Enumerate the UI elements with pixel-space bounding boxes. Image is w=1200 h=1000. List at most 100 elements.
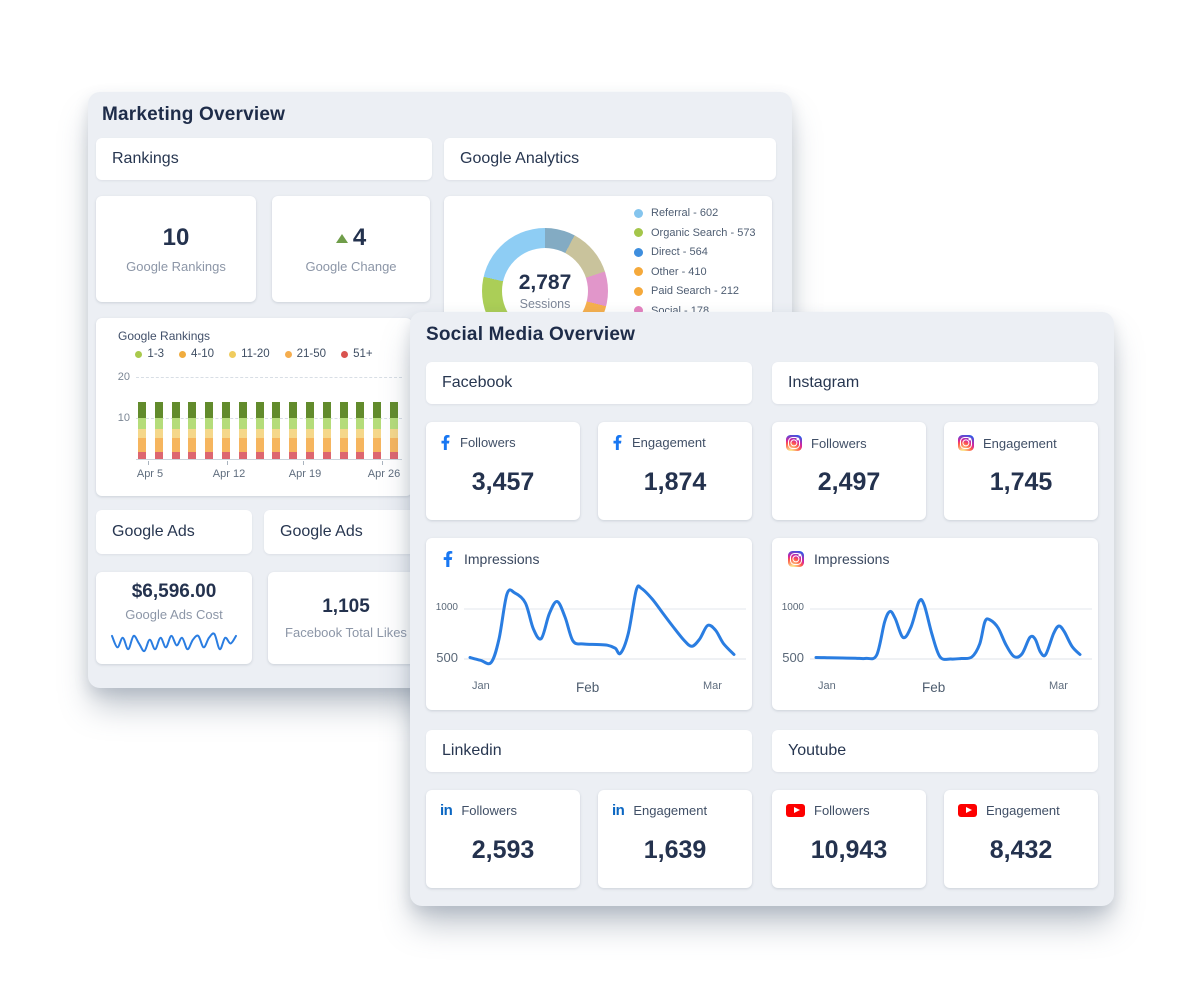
youtube-followers-card[interactable]: Followers 10,943 (772, 790, 926, 888)
bar-segment (373, 437, 382, 452)
bar-segment (188, 428, 197, 438)
bar-segment (322, 437, 331, 452)
bar-segment (389, 428, 398, 438)
google-ads-header-left[interactable]: Google Ads (96, 510, 252, 554)
bar-segment (289, 451, 298, 459)
legend-item: 4-10 (179, 348, 214, 360)
bar-segment (238, 428, 247, 438)
linkedin-engagement-card[interactable]: in Engagement 1,639 (598, 790, 752, 888)
instagram-section-header[interactable]: Instagram (772, 362, 1098, 404)
bar-segment (138, 401, 146, 418)
x-axis-label-feb: Feb (922, 680, 946, 695)
instagram-engagement-card[interactable]: Engagement 1,745 (944, 422, 1098, 520)
instagram-followers-card[interactable]: Followers 2,497 (772, 422, 926, 520)
bar-segment (389, 401, 398, 418)
bar-segment (305, 401, 314, 418)
google-ads-cost-card[interactable]: $6,596.00 Google Ads Cost (96, 572, 252, 664)
y-axis-label-10: 10 (117, 412, 130, 424)
legend-dot (634, 247, 643, 257)
ads-cost-sparkline (111, 631, 237, 652)
legend-dot (179, 350, 187, 358)
rankings-chart-title: Google Rankings (118, 329, 211, 343)
marketing-panel-title: Marketing Overview (102, 104, 286, 125)
legend-dot (634, 286, 643, 296)
facebook-icon (612, 435, 623, 450)
y-axis-label-1000: 1000 (781, 602, 804, 613)
instagram-impressions-card[interactable]: Impressions 1000 500 Jan Feb Mar (772, 538, 1098, 710)
google-analytics-section-header[interactable]: Google Analytics (444, 138, 776, 180)
bar-segment (188, 401, 197, 418)
google-rankings-value: 10 (162, 224, 190, 251)
x-axis-tick (227, 461, 228, 465)
stacked-bar (305, 401, 314, 459)
bar-segment (171, 417, 180, 429)
bar-segment (289, 437, 298, 452)
bar-segment (221, 428, 230, 438)
linkedin-followers-value: 2,593 (471, 836, 535, 864)
youtube-followers-label: Followers (814, 803, 870, 818)
google-ads-header-right[interactable]: Google Ads (264, 510, 420, 554)
facebook-followers-card[interactable]: Followers 3,457 (426, 422, 580, 520)
bar-segment (188, 437, 197, 452)
linkedin-section-header[interactable]: Linkedin (426, 730, 752, 772)
x-axis-tick (303, 461, 304, 465)
bar-segment (238, 401, 247, 418)
youtube-icon (958, 804, 977, 817)
instagram-icon (786, 435, 802, 451)
facebook-total-likes-card[interactable]: 1,105 Facebook Total Likes (268, 572, 424, 664)
x-axis-label-jan: Jan (818, 680, 836, 692)
legend-label: Other - 410 (651, 265, 707, 278)
stacked-bar (188, 401, 197, 459)
x-axis-label-jan: Jan (472, 680, 490, 692)
youtube-section-label: Youtube (788, 742, 847, 759)
linkedin-engagement-head: in Engagement (612, 803, 707, 818)
sessions-count: 2,787 (518, 271, 572, 294)
rankings-section-label: Rankings (112, 150, 179, 167)
x-axis-label: Apr 19 (288, 468, 322, 480)
facebook-engagement-card[interactable]: Engagement 1,874 (598, 422, 752, 520)
ads-cost-label: Google Ads Cost (125, 606, 223, 622)
facebook-section-header[interactable]: Facebook (426, 362, 752, 404)
google-rankings-stat-card[interactable]: 10 Google Rankings (96, 196, 256, 302)
x-axis-tick (382, 461, 383, 465)
instagram-icon (788, 551, 804, 567)
google-rankings-chart-card[interactable]: Google Rankings 1-3 4-10 11-20 21-50 51+ 20 … (96, 318, 412, 496)
x-axis-label: Apr 12 (212, 468, 246, 480)
bar-segment (154, 417, 163, 429)
facebook-impressions-line-chart (464, 584, 746, 666)
bar-segment (356, 451, 365, 459)
bar-segment (205, 417, 214, 429)
legend-dot (634, 306, 643, 315)
fb-total-likes-value: 1,105 (322, 596, 370, 617)
instagram-followers-head: Followers (786, 435, 867, 451)
rankings-chart-legend: 1-3 4-10 11-20 21-50 51+ (96, 348, 412, 360)
youtube-engagement-label: Engagement (986, 803, 1060, 818)
stacked-bar (154, 401, 163, 459)
facebook-impressions-card[interactable]: Impressions 1000 500 Jan Feb Mar (426, 538, 752, 710)
linkedin-engagement-label: Engagement (633, 803, 708, 818)
bar-segment (289, 428, 298, 438)
bar-segment (255, 417, 264, 429)
bar-segment (238, 437, 247, 452)
legend-item: Organic Search - 573 (634, 227, 756, 239)
bar-segment (339, 437, 348, 452)
legend-dot (135, 350, 143, 358)
linkedin-followers-card[interactable]: in Followers 2,593 (426, 790, 580, 888)
bar-segment (188, 417, 197, 429)
youtube-engagement-card[interactable]: Engagement 8,432 (944, 790, 1098, 888)
y-axis-label-500: 500 (436, 650, 458, 665)
youtube-engagement-value: 8,432 (989, 836, 1053, 864)
bar-segment (138, 417, 146, 429)
legend-dot (229, 350, 237, 358)
bar-segment (339, 428, 348, 438)
legend-dot (634, 228, 643, 237)
sessions-legend: Referral - 602 Organic Search - 573 Direct… (634, 207, 756, 324)
google-change-stat-card[interactable]: 4 Google Change (272, 196, 430, 302)
rankings-section-header[interactable]: Rankings (96, 138, 432, 180)
x-axis-label: Apr 5 (136, 468, 164, 480)
youtube-section-header[interactable]: Youtube (772, 730, 1098, 772)
bar-segment (154, 451, 163, 459)
instagram-icon (958, 435, 974, 451)
facebook-followers-head: Followers (440, 435, 516, 450)
bar-segment (154, 437, 163, 452)
